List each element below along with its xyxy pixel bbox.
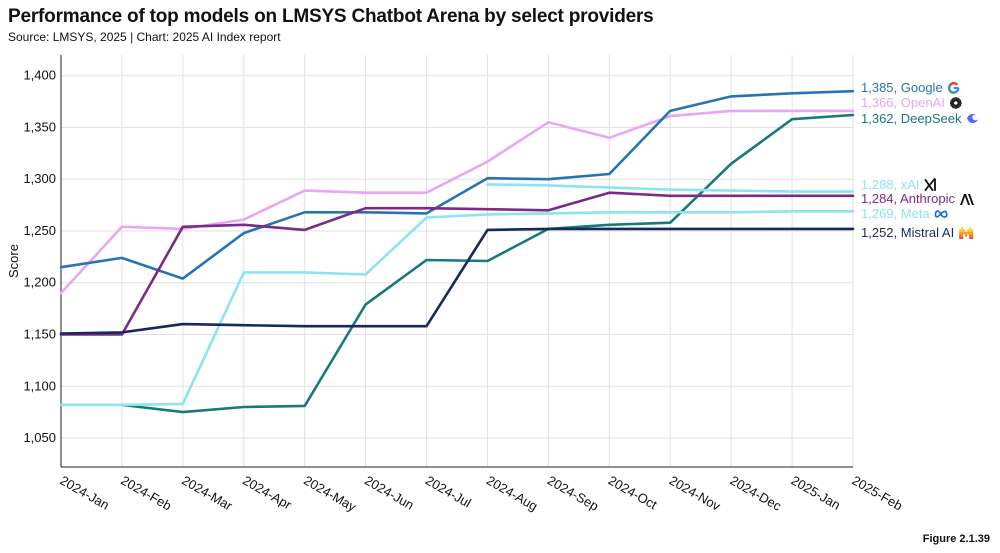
x-tick-label: 2024-Feb [118,473,174,514]
mistral-logo-block [965,234,968,237]
mistral-logo-block [961,234,964,237]
mistral-logo-block [959,236,962,239]
x-tick-label: 2024-Dec [728,473,785,514]
mistral-logo-block [969,236,972,239]
series-line-meta [59,210,855,407]
meta-logo-infinity [934,210,948,218]
chart-title: Performance of top models on LMSYS Chatb… [8,6,654,27]
end-label-xai: 1,288, xAI [861,177,920,192]
google-logo-green [948,88,954,94]
y-tick-label: 1,100 [23,378,56,393]
x-tick-label: 2025-Feb [850,473,906,514]
x-tick-label: 2024-Oct [606,473,660,513]
mistral-logo-block [961,236,964,239]
y-tick-label: 1,150 [23,326,56,341]
series-line-xai [486,183,855,193]
meta-logo [934,210,948,218]
mistral-logo-block [969,229,972,232]
mistral-logo-block [971,229,974,232]
x-tick-label: 2024-Jul [423,473,474,511]
end-label-google: 1,385, Google [861,80,943,95]
mistral-logo-block [971,236,974,239]
y-tick-label: 1,350 [23,119,56,134]
x-tick-label: 2024-Apr [240,473,294,513]
y-tick-label: 1,200 [23,275,56,290]
x-tick-label: 2024-May [301,473,359,515]
series-line-anthropic [59,191,855,336]
mistral-logo-block [961,227,964,230]
mistral-logo-block [971,231,974,235]
x-tick-label: 2025-Jan [789,473,843,513]
mistral-logo-block [965,231,968,235]
openai-logo [949,97,962,109]
x-tick-label: 2024-Jun [362,473,416,513]
end-label-deepseek: 1,362, DeepSeek [861,111,962,126]
end-label-openai: 1,366, OpenAI [861,95,945,110]
mistral-logo-block [961,231,964,235]
y-tick-label: 1,250 [23,223,56,238]
mistral-logo-block [959,229,962,232]
axes: 1,050 1,100 1,150 1,200 1,250 1,300 1,350 1,400… [6,55,905,515]
end-label-anthropic: 1,284, Anthropic [861,191,955,206]
deepseek-logo-whale [967,113,979,124]
mistral-logo-block [961,229,964,232]
x-tick-label: 2024-Mar [179,473,235,514]
y-tick-label: 1,300 [23,171,56,186]
mistral-logo-block [969,231,972,235]
mistral-logo-block [969,234,972,237]
series-line-mistral-ai [59,227,855,335]
figure-label: Figure 2.1.39 [922,533,990,545]
series-line-deepseek [120,113,855,414]
mistral-logo-block [967,231,970,235]
x-tick-label: 2024-Nov [667,473,724,514]
x-tick-label: 2024-Jan [58,473,112,513]
mistral-logo-block [969,227,972,230]
mistral-logo-block [959,234,962,237]
chart-subtitle: Source: LMSYS, 2025 | Chart: 2025 AI Ind… [8,30,281,44]
series-line-openai [59,109,855,295]
anthropic-logo-mark [960,194,974,205]
mistral-logo-block [967,229,970,232]
end-label-meta: 1,269, Meta [861,206,930,221]
xai-logo [924,177,936,192]
x-tick-label: 2024-Sep [545,473,601,514]
x-tick-label: 2024-Aug [484,473,540,514]
openai-logo-petal [950,99,962,107]
gridlines [60,55,854,467]
deepseek-logo [967,113,979,124]
anthropic-logo [960,194,974,205]
mistral-logo-block [963,231,966,235]
mistral-logo [959,227,974,239]
google-logo-red [949,82,959,86]
end-label-mistral-ai: 1,252, Mistral AI [861,225,954,240]
deepseek-logo-eye [973,116,976,119]
series-lines [59,89,855,414]
xai-logo-mark [924,177,936,192]
y-tick-label: 1,400 [23,68,56,83]
mistral-logo-block [963,229,966,232]
mistral-logo-block [959,231,962,235]
y-axis-label: Score [6,244,21,278]
google-logo [947,82,960,94]
series-line-google [59,89,855,280]
mistral-logo-block [971,234,974,237]
y-tick-label: 1,050 [23,430,56,445]
